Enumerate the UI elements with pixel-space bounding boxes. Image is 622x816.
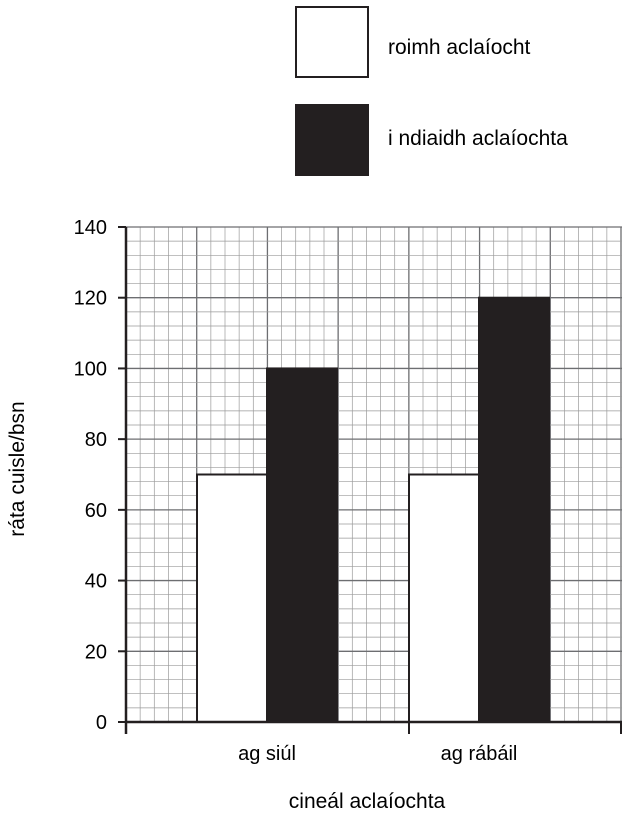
x-axis-title: cineál aclaíochta — [289, 790, 446, 813]
y-tick-label: 0 — [96, 712, 107, 734]
legend-label-0: roimh aclaíocht — [388, 36, 531, 59]
bar-0-1 — [266, 367, 338, 723]
legend-swatch-1 — [295, 104, 369, 176]
bars — [196, 296, 550, 723]
y-tick-labels: 0 20 40 60 80 100 120 140 — [74, 217, 107, 734]
x-tick-label: ag siúl — [238, 743, 296, 765]
x-tick-label: ag rábáil — [441, 743, 518, 765]
bar-0-0 — [196, 473, 268, 723]
legend-item-1: i ndiaidh aclaíochta — [295, 104, 568, 176]
y-tick-label: 140 — [74, 217, 107, 239]
bar-1-0 — [408, 473, 480, 723]
y-tick-label: 80 — [85, 429, 107, 451]
bar-1-1 — [478, 296, 550, 723]
y-tick-label: 120 — [74, 288, 107, 310]
y-axis-title: ráta cuisle/bsn — [6, 401, 29, 536]
y-tick-label: 20 — [85, 641, 107, 663]
y-tick-label: 100 — [74, 358, 107, 380]
legend-item-0: roimh aclaíocht — [295, 6, 531, 78]
legend-label-1: i ndiaidh aclaíochta — [388, 127, 568, 150]
axes — [118, 226, 622, 734]
x-tick-labels: ag siúl ag rábáil — [238, 743, 517, 765]
y-tick-label: 40 — [85, 571, 107, 593]
legend-swatch-0 — [295, 6, 369, 78]
legend: roimh aclaíocht i ndiaidh aclaíochta — [295, 6, 568, 176]
y-tick-label: 60 — [85, 500, 107, 522]
